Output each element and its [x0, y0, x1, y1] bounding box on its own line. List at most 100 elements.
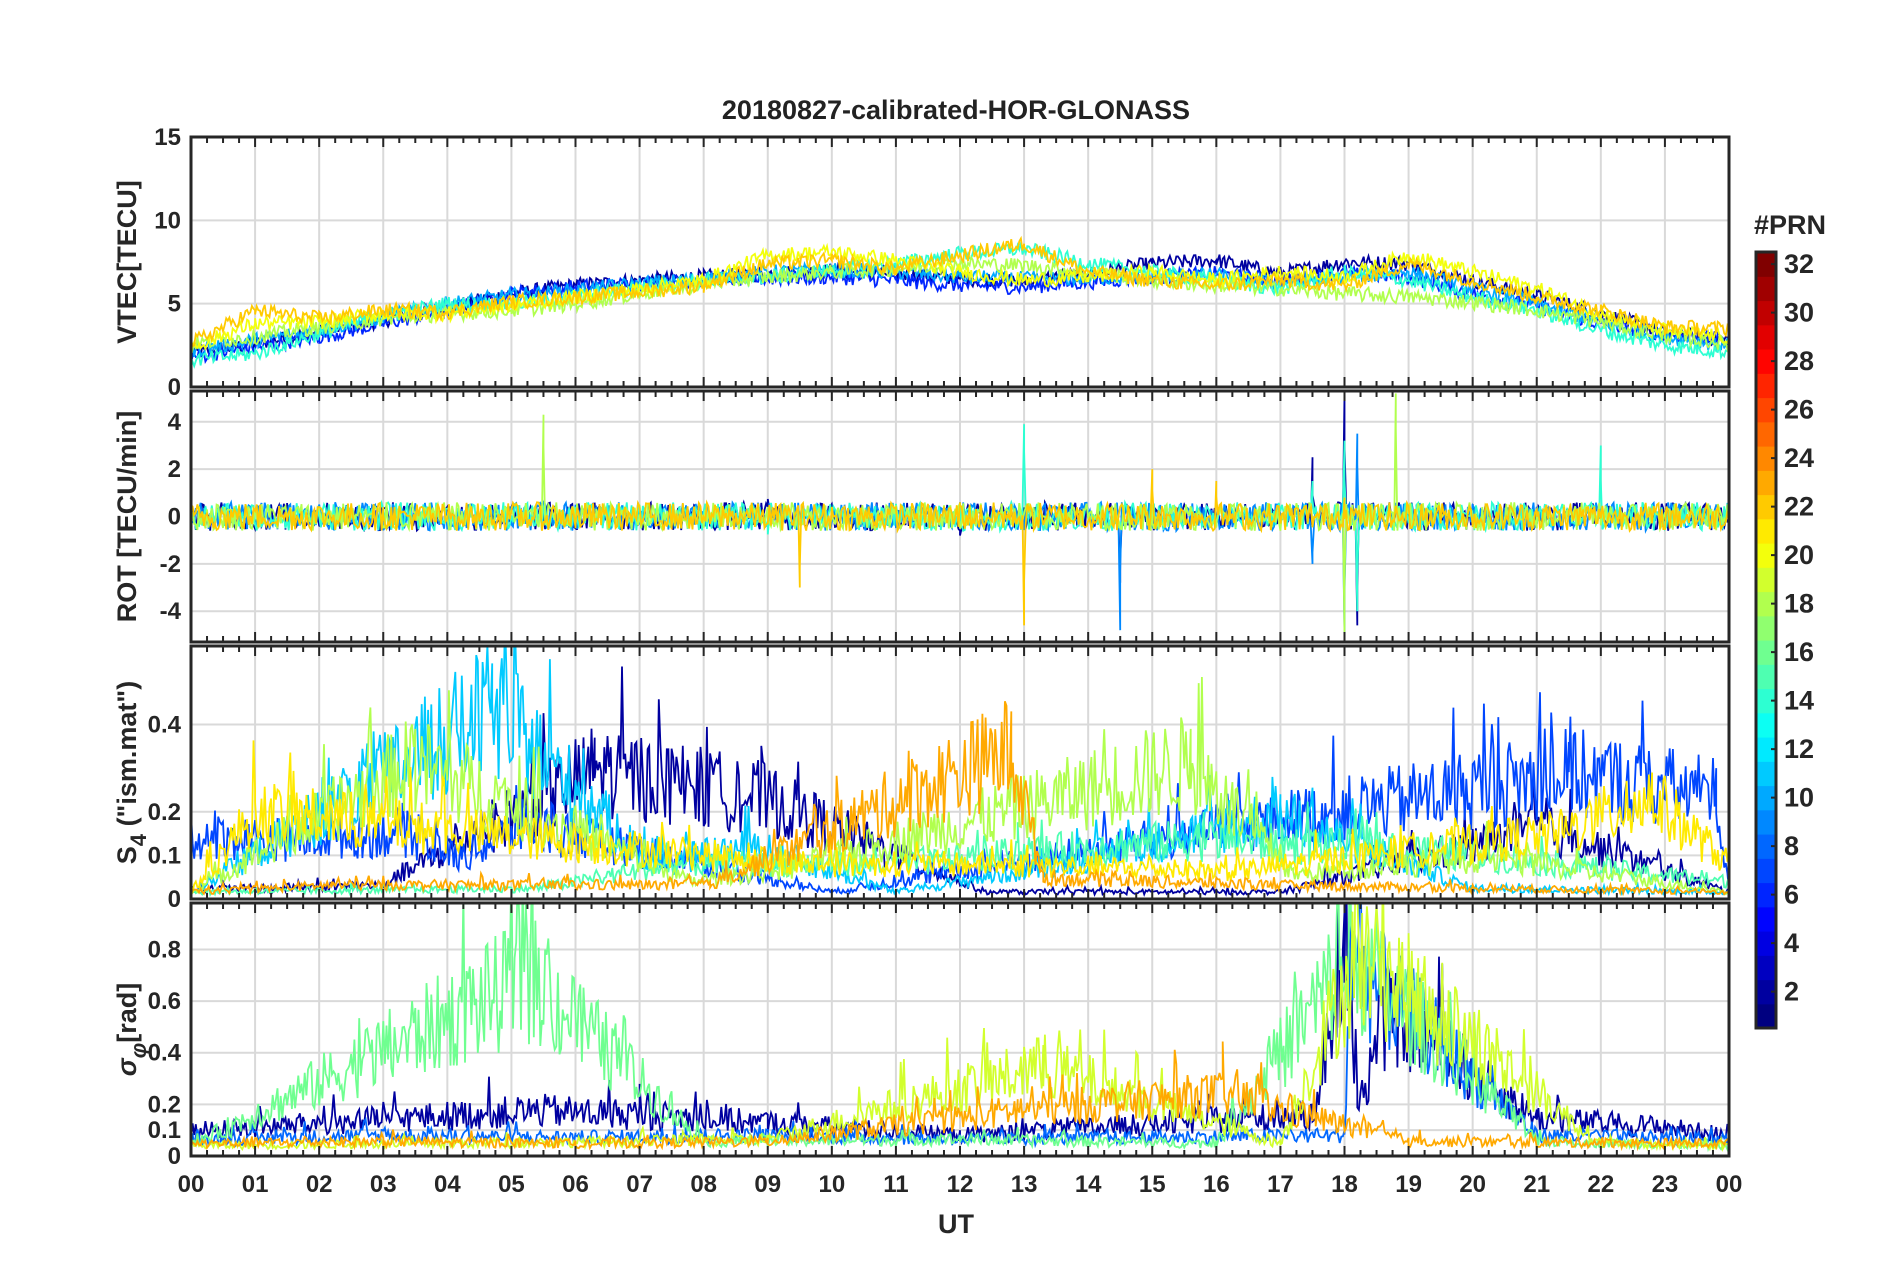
colorbar-tick-label: 2	[1784, 977, 1799, 1007]
x-tick-label: 17	[1267, 1171, 1294, 1198]
series-line-prn-22	[191, 469, 1729, 626]
colorbar-swatch-22	[1756, 494, 1776, 520]
y-tick-label: 15	[154, 124, 181, 151]
x-tick-label: 05	[498, 1171, 525, 1198]
colorbar-swatch-32	[1756, 252, 1776, 277]
colorbar-swatch-3	[1756, 955, 1776, 981]
x-tick-label: 10	[818, 1171, 845, 1198]
colorbar-swatch-8	[1756, 834, 1776, 859]
x-tick-label: 21	[1523, 1171, 1550, 1198]
series-group	[191, 393, 1729, 635]
y-tick-label: 0	[168, 374, 181, 401]
colorbar-tick-label: 28	[1784, 346, 1814, 376]
colorbar-swatch-18	[1756, 591, 1776, 617]
y-tick-label: 0.1	[148, 1117, 181, 1144]
y-tick-label: 2	[168, 456, 181, 483]
y-tick-label: 0.4	[148, 1040, 182, 1067]
colorbar-label: #PRN	[1754, 210, 1826, 240]
series-line-prn-22	[191, 235, 1729, 348]
colorbar-swatch-24	[1756, 446, 1776, 471]
y-tick-label: 0	[168, 504, 181, 531]
colorbar-tick-label: 20	[1784, 540, 1814, 570]
colorbar-tick-label: 8	[1784, 831, 1799, 861]
x-tick-label: 20	[1459, 1171, 1486, 1198]
colorbar-swatch-27	[1756, 373, 1776, 399]
x-tick-label: 14	[1075, 1171, 1102, 1198]
x-tick-label: 07	[626, 1171, 653, 1198]
x-tick-label: 04	[434, 1171, 461, 1198]
x-tick-label: 16	[1203, 1171, 1230, 1198]
y-tick-label: 10	[154, 207, 181, 234]
series-line-prn-21	[191, 740, 1729, 894]
colorbar-tick-label: 14	[1784, 686, 1814, 716]
series-group	[191, 903, 1729, 1153]
colorbar-swatch-20	[1756, 543, 1776, 568]
series-line-prn-23	[191, 1041, 1729, 1152]
colorbar-swatch-15	[1756, 664, 1776, 690]
x-tick-label: 22	[1587, 1171, 1614, 1198]
colorbar-swatch-1	[1756, 1003, 1776, 1029]
colorbar-swatch-23	[1756, 470, 1776, 496]
y-tick-label: 0.8	[148, 936, 181, 963]
x-tick-label: 18	[1331, 1171, 1358, 1198]
panel-s4: 00.10.20.4S4 ("ism.mat")	[112, 644, 1731, 913]
colorbar-tick-label: 26	[1784, 395, 1814, 425]
colorbar-tick-label: 18	[1784, 589, 1814, 619]
colorbar-tick-label: 12	[1784, 734, 1814, 764]
colorbar-swatch-31	[1756, 276, 1776, 302]
x-axis: 00 01 02 03 04 05 06 07 08 09 10 11 12 13 14 15 16 17 18 19…	[178, 1171, 1743, 1198]
y-axis-label-main: S	[112, 846, 142, 864]
colorbar-swatch-10	[1756, 785, 1776, 811]
colorbar-swatch-12	[1756, 737, 1776, 762]
chart-title: 20180827-calibrated-HOR-GLONASS	[722, 95, 1190, 125]
y-tick-label: 4	[168, 409, 182, 436]
y-axis-label-rest: ("ism.mat")	[112, 681, 142, 834]
colorbar-swatch-6	[1756, 882, 1776, 908]
y-tick-label: -2	[160, 551, 181, 578]
series-group	[191, 235, 1729, 369]
x-tick-label: 09	[754, 1171, 781, 1198]
y-axis-label-main: σ	[112, 1057, 142, 1076]
colorbar-swatch-16	[1756, 640, 1776, 665]
panel-vtec: 0 5 10 15 VTEC[TECU]	[112, 124, 1731, 401]
x-tick-label: 01	[242, 1171, 269, 1198]
colorbar-swatch-4	[1756, 931, 1776, 956]
x-tick-label: 02	[306, 1171, 333, 1198]
colorbar-swatch-11	[1756, 761, 1776, 787]
colorbar-swatch-30	[1756, 300, 1776, 326]
y-tick-label: 0.4	[148, 712, 182, 739]
series-line-prn-16	[191, 903, 1729, 1153]
panel-rot: -4 -2 0 2 4 ROT [TECU/min]	[112, 389, 1731, 644]
colorbar-swatch-14	[1756, 688, 1776, 714]
x-tick-label: 19	[1395, 1171, 1422, 1198]
series-line-prn-23	[191, 700, 1729, 897]
x-tick-label: 00	[178, 1171, 205, 1198]
y-axis-label: S4 ("ism.mat")	[112, 681, 151, 864]
colorbar-swatch-9	[1756, 809, 1776, 835]
x-tick-label: 23	[1652, 1171, 1679, 1198]
colorbar-swatch-26	[1756, 397, 1776, 423]
y-tick-label: 5	[168, 291, 181, 318]
colorbar-tick-label: 30	[1784, 298, 1814, 328]
x-tick-label: 15	[1139, 1171, 1166, 1198]
series-group	[191, 646, 1729, 898]
x-axis-label: UT	[938, 1209, 974, 1239]
colorbar-swatch-19	[1756, 567, 1776, 593]
y-axis-label-sub: 4	[126, 833, 151, 846]
colorbar-swatch-28	[1756, 349, 1776, 374]
y-tick-label: -4	[160, 598, 182, 625]
colorbar-tick-label: 16	[1784, 637, 1814, 667]
y-tick-label: 0.2	[148, 1091, 181, 1118]
colorbar-swatch-7	[1756, 858, 1776, 884]
series-line-prn-8	[191, 903, 1729, 1149]
x-tick-label: 08	[690, 1171, 717, 1198]
colorbar-swatch-13	[1756, 712, 1776, 738]
x-tick-label: 11	[883, 1171, 908, 1198]
x-tick-label: 12	[947, 1171, 974, 1198]
colorbar-swatch-21	[1756, 518, 1776, 544]
y-axis-label-sub: φ	[126, 1043, 151, 1058]
colorbar-tick-label: 4	[1784, 928, 1799, 958]
panel-sigphi: 00.10.2 0.4 0.6 0.8 σφ[rad]	[112, 901, 1731, 1170]
